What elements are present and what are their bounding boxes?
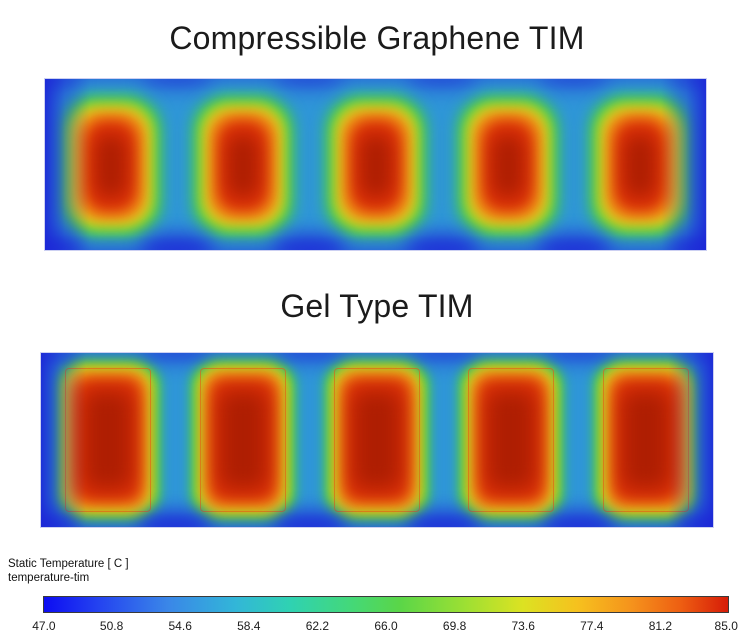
cool-zone [45, 79, 80, 91]
hot-spot-chip [593, 359, 698, 521]
chip-outline [602, 368, 689, 512]
colorbar-tick-label: 73.6 [511, 619, 535, 633]
colorbar-ticks: 47.0 50.8 54.6 58.4 62.2 66.0 69.8 73.6 77.4 81.2… [32, 619, 738, 634]
hot-spot-chip [56, 359, 161, 521]
hot-spot-chip [190, 359, 295, 521]
panel-title-compressible-graphene-tim: Compressible Graphene TIM [169, 20, 585, 56]
colorbar-tick-label: 47.0 [32, 619, 56, 633]
chip-outline [199, 368, 286, 512]
hot-spot-layer-core [359, 134, 392, 198]
hot-spot-chip [589, 96, 690, 236]
colorbar-gradient [43, 596, 729, 613]
colorbar-tick-label: 50.8 [99, 619, 124, 633]
cool-zone [274, 79, 345, 91]
hot-spot-chip [193, 96, 294, 236]
colorbar-title: Static Temperature [ C ] [8, 558, 129, 570]
cool-zone [406, 79, 477, 91]
hot-spot-layer-core [491, 134, 524, 198]
chip-outline [468, 368, 555, 512]
hot-spot-chip [457, 96, 558, 236]
cool-zone [142, 79, 213, 91]
heatmap-panel-gel-type-tim [40, 352, 714, 528]
hot-spot-chip [325, 96, 426, 236]
panel-title-gel-type-tim: Gel Type TIM [280, 288, 474, 324]
colorbar-tick-label: 77.4 [580, 619, 604, 633]
hot-spot-chip [459, 359, 564, 521]
hot-spot-chip [61, 96, 162, 236]
hot-spot-layer-core [623, 134, 656, 198]
colorbar-variable: temperature-tim [8, 572, 90, 584]
heatmap-panel-compressible-graphene-tim [44, 78, 707, 251]
chip-outline [334, 368, 420, 512]
cool-zone [538, 79, 609, 91]
chip-outline [65, 368, 152, 512]
cool-zone [671, 79, 706, 91]
colorbar-tick-label: 58.4 [237, 619, 261, 633]
hot-spot-layer-core [95, 134, 128, 198]
hot-spot-chip [325, 359, 429, 521]
colorbar-tick-label: 66.0 [374, 619, 398, 633]
colorbar-tick-label: 54.6 [168, 619, 192, 633]
colorbar-tick-label: 62.2 [305, 619, 330, 633]
colorbar-tick-label: 85.0 [714, 619, 738, 633]
colorbar-tick-label: 69.8 [442, 619, 467, 633]
hot-spot-layer-core [227, 134, 260, 198]
colorbar-label: Static Temperature [ C ] temperature-tim [8, 557, 129, 585]
colorbar-tick-label: 81.2 [648, 619, 673, 633]
